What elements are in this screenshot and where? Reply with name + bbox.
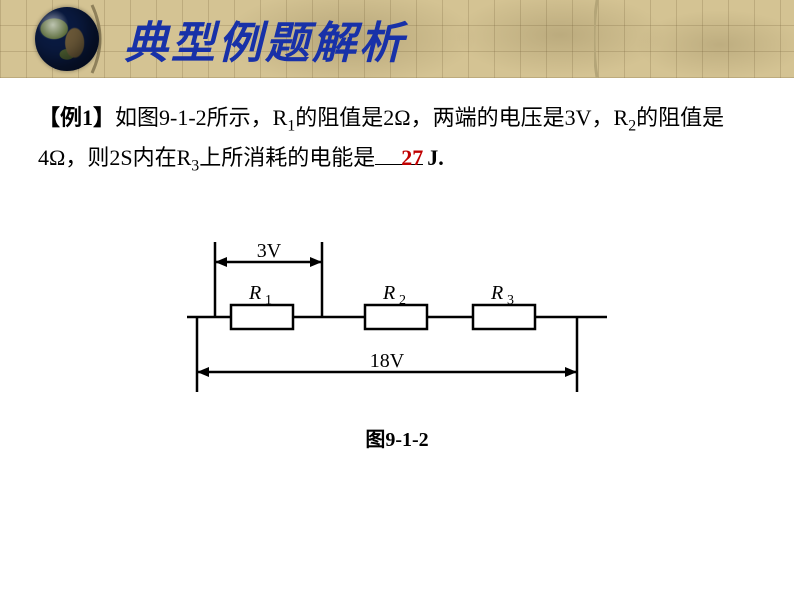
circuit-diagram: 3V 18V R 1 R 2 R 3	[177, 227, 617, 407]
answer-value: 27	[401, 145, 423, 170]
svg-text:18V: 18V	[370, 350, 405, 372]
example-problem: 【例1】如图9-1-2所示，R1的阻值是2Ω，两端的电压是3V，R2的阻值是4Ω…	[38, 100, 756, 179]
svg-text:3V: 3V	[257, 240, 282, 262]
page-title: 典型例题解析	[124, 7, 406, 71]
figure-area: 3V 18V R 1 R 2 R 3 图9-1-2	[38, 227, 756, 452]
example-prefix: 【例1】	[38, 105, 115, 130]
svg-text:1: 1	[265, 293, 272, 308]
figure-caption: 图9-1-2	[365, 423, 428, 452]
content-area: 【例1】如图9-1-2所示，R1的阻值是2Ω，两端的电压是3V，R2的阻值是4Ω…	[0, 78, 794, 452]
r3-subscript: 3	[191, 157, 199, 174]
svg-text:2: 2	[399, 293, 406, 308]
header-bar: 典型例题解析	[0, 0, 794, 78]
answer-unit: J.	[427, 145, 444, 170]
r2-subscript: 2	[628, 117, 636, 134]
svg-text:3: 3	[507, 293, 514, 308]
svg-text:R: R	[382, 282, 395, 304]
problem-text-b: 的阻值是2Ω，两端的电压是3V，R	[295, 105, 628, 130]
arc-big-decor	[594, 0, 794, 78]
svg-text:R: R	[490, 282, 503, 304]
globe-icon	[28, 0, 106, 78]
problem-text-d: 上所消耗的电能是	[199, 145, 375, 170]
svg-text:R: R	[248, 282, 261, 304]
problem-text-a: 如图9-1-2所示，R	[115, 105, 287, 130]
